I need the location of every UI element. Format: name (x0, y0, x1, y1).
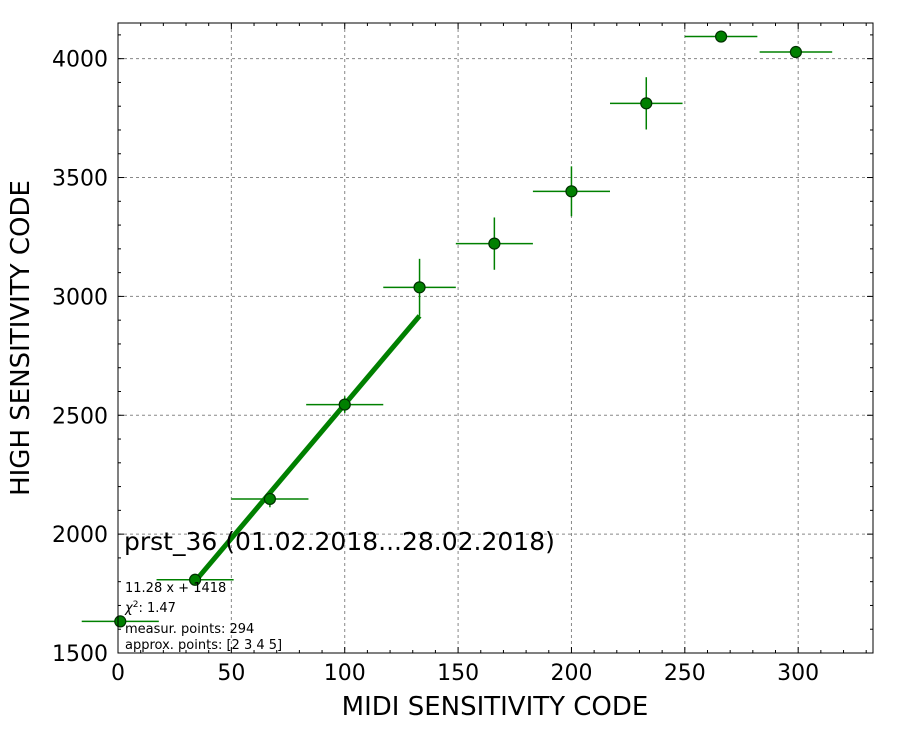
y-axis-label: HIGH SENSITIVITY CODE (6, 180, 36, 496)
x-tick-label: 300 (777, 661, 819, 686)
tick-labels: 0 50 100 150 200 250 300 1500 2000 2500 3000 3500 40… (52, 48, 819, 686)
measur-points-label: measur. points: 294 (125, 622, 254, 637)
data-point (263, 492, 277, 506)
annotation-title: prst_36 (01.02.2018...28.02.2018) (124, 527, 555, 556)
chi2-superscript: 2 (133, 600, 139, 610)
chi2-value: 1.47 (147, 601, 176, 616)
data-point (565, 185, 578, 198)
chi2-symbol: χ (124, 601, 134, 616)
data-point (488, 237, 501, 250)
x-tick-label: 150 (437, 661, 479, 686)
y-tick-label: 4000 (52, 48, 108, 73)
fit-line-layer (193, 314, 422, 583)
data-point (789, 45, 803, 59)
data-point (413, 281, 426, 294)
x-tick-label: 200 (550, 661, 592, 686)
y-tick-label: 2500 (52, 404, 108, 429)
x-tick-label: 50 (217, 661, 245, 686)
plot-frame (117, 22, 874, 654)
x-tick-label: 100 (324, 661, 366, 686)
data-point (714, 30, 728, 43)
data-points (114, 30, 803, 628)
grid (118, 23, 873, 653)
x-tick-label: 0 (111, 661, 125, 686)
data-point (188, 573, 202, 586)
approx-points-label: approx. points: [2 3 4 5] (125, 638, 282, 653)
x-tick-label: 250 (664, 661, 706, 686)
y-tick-label: 3500 (52, 167, 108, 192)
data-point (640, 97, 653, 110)
chi2-label: χ2: 1.47 (124, 600, 176, 616)
data-point (338, 398, 351, 411)
ticks (117, 23, 873, 654)
x-axis-label: MIDI SENSITIVITY CODE (342, 692, 649, 722)
y-tick-label: 2000 (52, 523, 108, 548)
y-tick-label: 3000 (52, 285, 108, 310)
fit-equation-label: 11.28 x + 1418 (125, 581, 226, 596)
fit-line (193, 314, 422, 583)
y-tick-label: 1500 (52, 642, 108, 667)
